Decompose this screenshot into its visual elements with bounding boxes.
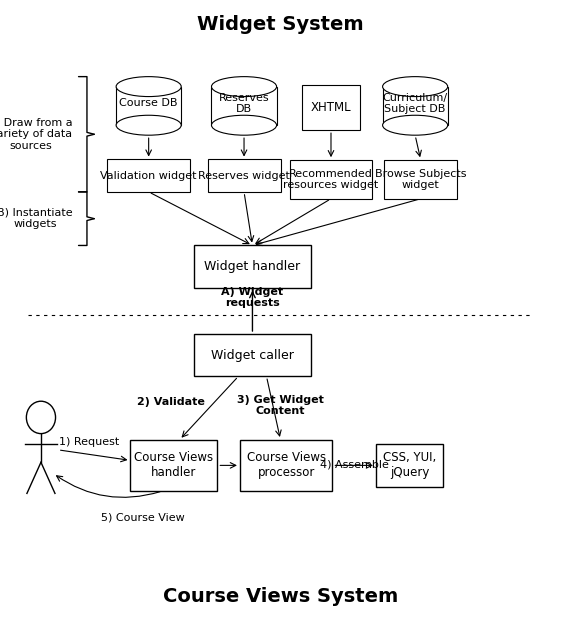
Bar [194, 245, 311, 288]
Ellipse shape [116, 77, 181, 97]
Text: A) Widget
requests: A) Widget requests [222, 287, 283, 308]
Bar [194, 334, 311, 376]
Text: 4) Assemble: 4) Assemble [320, 459, 389, 469]
Text: 3) Get Widget
Content: 3) Get Widget Content [237, 394, 324, 416]
Text: XHTML: XHTML [311, 102, 351, 114]
Bar [208, 159, 280, 192]
Text: Curriculum/
Subject DB: Curriculum/ Subject DB [383, 93, 448, 114]
Text: Reserves widget: Reserves widget [198, 171, 290, 181]
Bar [384, 160, 457, 199]
Text: Widget caller: Widget caller [211, 349, 294, 361]
Text: Validation widget: Validation widget [100, 171, 197, 181]
Bar [383, 87, 448, 125]
Text: 1) Request: 1) Request [58, 437, 119, 447]
Text: Widget handler: Widget handler [204, 260, 301, 273]
Bar [376, 444, 443, 487]
Bar [211, 87, 277, 125]
Text: Recommended
resources widget: Recommended resources widget [283, 169, 379, 190]
Text: Widget System: Widget System [197, 16, 364, 34]
Bar [130, 440, 217, 491]
Bar [107, 159, 190, 192]
Text: Course Views
processor: Course Views processor [246, 452, 326, 479]
Ellipse shape [383, 115, 448, 135]
Ellipse shape [116, 115, 181, 135]
Bar [291, 160, 371, 199]
Text: Course Views
handler: Course Views handler [134, 452, 214, 479]
Text: CSS, YUI,
jQuery: CSS, YUI, jQuery [383, 452, 436, 479]
Bar [116, 87, 181, 125]
Ellipse shape [211, 77, 277, 97]
Text: Course Views System: Course Views System [163, 587, 398, 606]
Text: B) Instantiate
widgets: B) Instantiate widgets [0, 208, 73, 229]
Text: C) Draw from a
variety of data
sources: C) Draw from a variety of data sources [0, 118, 73, 151]
Text: Course DB: Course DB [119, 98, 178, 108]
Bar [240, 440, 332, 491]
Bar [301, 85, 360, 130]
Text: Browse Subjects
widget: Browse Subjects widget [375, 169, 467, 190]
Text: 5) Course View: 5) Course View [101, 512, 185, 522]
Text: 2) Validate: 2) Validate [137, 397, 205, 407]
Ellipse shape [383, 77, 448, 97]
Ellipse shape [211, 115, 277, 135]
Text: Reserves
DB: Reserves DB [219, 93, 269, 114]
